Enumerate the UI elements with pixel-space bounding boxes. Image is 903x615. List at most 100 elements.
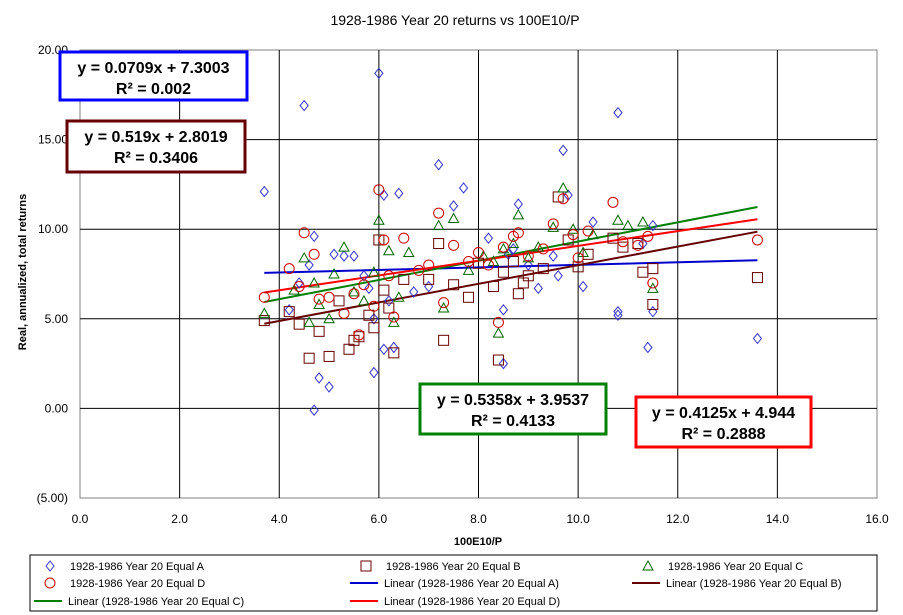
x-tick-label: 12.0 xyxy=(666,512,690,526)
data-point xyxy=(283,263,295,275)
x-tick-label: 8.0 xyxy=(470,512,487,526)
data-point xyxy=(648,305,658,318)
equation-box: y = 0.519x + 2.8019 R² = 0.3406 xyxy=(65,119,247,174)
legend-label: 1928-1986 Year 20 Equal A xyxy=(70,561,205,573)
data-point xyxy=(383,270,395,282)
legend-entry: 1928-1986 Year 20 Equal D xyxy=(44,577,205,590)
data-point xyxy=(383,302,395,314)
data-point xyxy=(492,354,504,366)
data-point xyxy=(613,305,623,318)
data-point xyxy=(751,234,763,246)
data-point xyxy=(483,232,494,244)
legend-entry: Linear (1928-1986 Year 20 Equal A) xyxy=(350,578,559,590)
data-point xyxy=(303,352,315,364)
data-point xyxy=(298,251,311,263)
data-point xyxy=(497,242,510,254)
data-point xyxy=(438,334,450,346)
data-point xyxy=(413,264,425,276)
data-point xyxy=(522,250,534,262)
data-point xyxy=(328,267,340,279)
data-point xyxy=(258,291,270,303)
data-point xyxy=(293,318,305,330)
x-tick-label: 6.0 xyxy=(371,512,388,526)
data-point xyxy=(492,316,504,328)
data-points xyxy=(258,67,763,416)
r-squared-text: R² = 0.2888 xyxy=(681,426,765,443)
data-point xyxy=(329,248,339,261)
legend-entry: Linear (1928-1986 Year 20 Equal C) xyxy=(34,596,244,608)
data-point xyxy=(572,261,584,273)
data-point xyxy=(522,270,534,282)
data-point xyxy=(309,230,319,243)
data-point xyxy=(487,281,499,293)
data-point xyxy=(358,294,370,306)
data-point xyxy=(384,295,394,307)
data-point xyxy=(432,219,445,231)
x-tick-label: 2.0 xyxy=(171,512,188,526)
data-point xyxy=(553,269,563,282)
equation-text: y = 0.5358x + 3.9537 xyxy=(437,392,589,409)
x-tick-label: 10.0 xyxy=(566,512,590,526)
data-point xyxy=(578,280,588,293)
data-point xyxy=(557,193,569,205)
equation-text: y = 0.519x + 2.8019 xyxy=(84,129,227,146)
legend-label: Linear (1928-1986 Year 20 Equal D) xyxy=(384,596,560,608)
data-point xyxy=(622,219,634,231)
data-point xyxy=(309,404,319,416)
data-point xyxy=(389,341,399,354)
data-point xyxy=(369,312,379,325)
data-point xyxy=(462,264,475,275)
y-tick-label: 10.00 xyxy=(38,222,68,236)
data-point xyxy=(359,269,369,282)
data-point xyxy=(438,297,450,309)
data-point xyxy=(349,250,359,262)
data-point xyxy=(643,341,653,354)
data-point xyxy=(293,281,305,293)
data-point xyxy=(567,229,579,241)
data-point xyxy=(507,237,520,249)
data-point xyxy=(637,216,649,227)
legend-entry: 1928-1986 Year 20 Equal B xyxy=(360,560,521,573)
data-point xyxy=(582,225,594,237)
data-point xyxy=(523,259,533,271)
legend-label: 1928-1986 Year 20 Equal C xyxy=(668,561,803,573)
y-tick-label: 0.00 xyxy=(45,401,69,415)
data-point xyxy=(547,218,559,230)
data-point xyxy=(294,277,304,289)
data-point xyxy=(388,347,400,359)
equation-text: y = 0.0709x + 7.3003 xyxy=(77,60,229,77)
data-point xyxy=(288,284,301,295)
data-point xyxy=(259,185,269,198)
data-point xyxy=(613,106,623,119)
y-axis-label: Real, annualized, total returns xyxy=(17,194,29,350)
data-point xyxy=(303,316,315,327)
data-point xyxy=(582,248,594,260)
data-point xyxy=(512,227,524,239)
y-tick-label: (5.00) xyxy=(37,491,68,505)
data-point xyxy=(448,279,460,291)
data-point xyxy=(434,158,444,171)
data-point xyxy=(482,259,494,271)
data-point xyxy=(299,99,309,112)
legend-box xyxy=(29,554,878,612)
data-point xyxy=(304,259,314,271)
data-point xyxy=(398,232,410,244)
data-point xyxy=(423,273,435,285)
legend-marker xyxy=(360,560,372,572)
x-tick-label: 16.0 xyxy=(865,512,889,526)
chart-title: 1928-1986 Year 20 returns vs 100E10/P xyxy=(330,12,579,28)
data-point xyxy=(363,309,375,321)
trendline xyxy=(264,230,758,325)
data-point xyxy=(323,350,335,362)
data-point xyxy=(448,239,460,251)
data-point xyxy=(648,219,658,232)
data-point xyxy=(284,304,294,316)
data-point xyxy=(498,357,509,370)
data-point xyxy=(364,282,374,295)
data-point xyxy=(258,307,271,318)
equation-box: y = 0.0709x + 7.3003 R² = 0.002 xyxy=(58,50,249,102)
data-point xyxy=(557,181,570,193)
data-point xyxy=(358,279,370,291)
data-point xyxy=(339,250,349,262)
